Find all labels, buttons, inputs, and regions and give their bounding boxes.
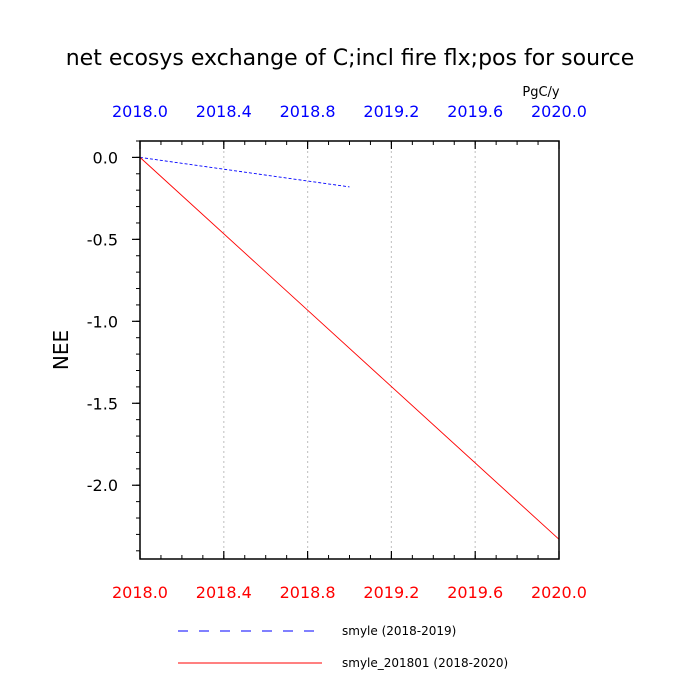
- series-lines: [139, 156, 560, 540]
- y-axis-label: NEE: [49, 330, 73, 370]
- x-tick-label-bottom: 2018.0: [112, 583, 168, 602]
- x-tick-label-top: 2019.2: [363, 102, 419, 121]
- x-tick-label-bottom: 2018.4: [196, 583, 252, 602]
- y-tick-label: -1.5: [87, 394, 118, 413]
- x-tick-label-bottom: 2019.2: [363, 583, 419, 602]
- x-tick-label-bottom: 2020.0: [531, 583, 587, 602]
- x-tick-label-top: 2018.0: [112, 102, 168, 121]
- x-tick-label-top: 2019.6: [447, 102, 503, 121]
- legend-label-1: smyle (2018-2019): [342, 624, 456, 638]
- grid-lines: [223, 141, 476, 559]
- x-tick-label-top: 2018.8: [280, 102, 336, 121]
- tick-labels: 2018.0 2018.0 2018.4 2018.4 2018.8 2018.8 2019…: [87, 102, 587, 602]
- chart-title: net ecosys exchange of C;incl fire flx;p…: [66, 46, 635, 71]
- series-line-1: [139, 156, 350, 188]
- y-tick-label: 0.0: [93, 148, 118, 167]
- series-line-2: [139, 157, 560, 540]
- units-label: PgC/y: [522, 85, 560, 100]
- axis-ticks: [132, 140, 560, 559]
- x-tick-label-top: 2018.4: [196, 102, 252, 121]
- x-tick-label-top: 2020.0: [531, 102, 587, 121]
- y-tick-label: -2.0: [87, 476, 118, 495]
- y-tick-label: -0.5: [87, 230, 118, 249]
- y-tick-label: -1.0: [87, 312, 118, 331]
- x-tick-label-bottom: 2018.8: [280, 583, 336, 602]
- legend: smyle (2018-2019) smyle_201801 (2018-2020…: [178, 624, 508, 670]
- legend-label-2: smyle_201801 (2018-2020): [342, 656, 508, 670]
- plot-frame: [139, 140, 560, 560]
- x-tick-label-bottom: 2019.6: [447, 583, 503, 602]
